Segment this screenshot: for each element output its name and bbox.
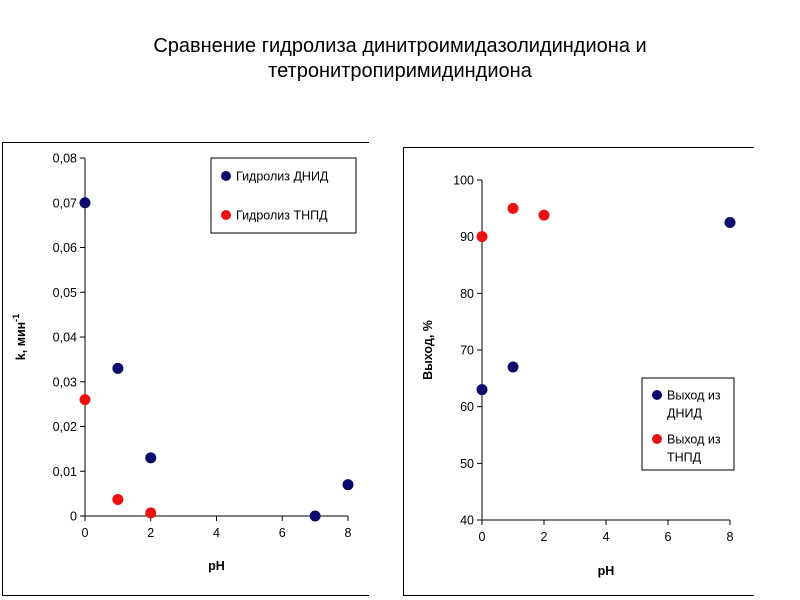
y-tick-label: 0,05 [53, 286, 77, 300]
legend-label-line: Выход из [667, 389, 721, 403]
x-tick-label: 4 [603, 530, 610, 544]
legend-box [210, 157, 357, 234]
y-tick-label: 100 [453, 174, 474, 188]
slide-title: Сравнение гидролиза динитроимидазолидинд… [100, 34, 700, 84]
y-axis-title-text: Выход, % [421, 320, 435, 380]
legend-marker-2 [652, 434, 662, 444]
data-point-series-1-3 [145, 452, 157, 464]
y-tick-label: 0,04 [53, 331, 77, 345]
y-tick-label: 0,01 [53, 465, 77, 479]
y-tick-label: 0,07 [53, 196, 77, 210]
y-axis-title-group: k, мин-1 [11, 314, 28, 360]
legend-marker-2 [221, 210, 231, 220]
y-axis-title-superscript: -1 [11, 314, 21, 322]
legend-label-2: Гидролиз ТНПД [236, 209, 328, 223]
y-tick-label: 50 [460, 457, 474, 471]
chart-panel-yield: 40 50 60 70 80 90 100 0 2 4 6 8 pH Выход, % Выход из ДН… [403, 147, 754, 596]
legend-label-1: Гидролиз ДНИД [236, 170, 329, 184]
x-tick-label: 8 [727, 530, 734, 544]
y-tick-label: 70 [460, 344, 474, 358]
x-tick-label: 0 [479, 530, 486, 544]
x-axis-title: pH [208, 559, 225, 573]
y-axis-title: Выход, % [421, 320, 435, 380]
data-point-series-2-3 [145, 507, 157, 519]
legend-marker-1 [652, 390, 662, 400]
data-point-series-2-2 [507, 202, 519, 214]
x-tick-label: 0 [82, 526, 89, 540]
legend-label-2: Выход из ТНПД [667, 433, 721, 465]
y-tick-label: 0,02 [53, 420, 77, 434]
yield-chart: 40 50 60 70 80 90 100 0 2 4 6 8 pH Выход, % Выход из ДН… [421, 174, 736, 578]
data-point-series-2-3 [538, 209, 550, 221]
x-tick-label: 2 [541, 530, 548, 544]
x-axis-title: pH [598, 564, 615, 578]
y-tick-label: 0,08 [53, 152, 77, 166]
slide-title-line-2: тетронитропиримидиндиона [268, 60, 532, 82]
hydrolysis-rate-chart: 0 0,01 0,02 0,03 0,04 0,05 0,06 0,07 0,08 0 2 4 6 8 pH… [11, 152, 357, 573]
slide-title-line-1: Сравнение гидролиза динитроимидазолидинд… [153, 35, 647, 57]
legend-label-line: ДНИД [667, 407, 702, 421]
y-tick-label: 90 [460, 230, 474, 244]
legend-label-1: Выход из ДНИД [667, 389, 721, 421]
x-tick-label: 4 [213, 526, 220, 540]
y-tick-label: 0,06 [53, 241, 77, 255]
data-point-series-1-1 [476, 384, 488, 396]
y-tick-label: 60 [460, 400, 474, 414]
x-tick-label: 6 [665, 530, 672, 544]
x-tick-label: 8 [345, 526, 352, 540]
legend-label-line: ТНПД [667, 451, 702, 465]
y-axis-title-text: k, мин [14, 322, 28, 360]
data-point-series-2-1 [476, 231, 488, 243]
x-tick-label: 2 [147, 526, 154, 540]
data-point-series-2-2 [112, 493, 124, 505]
data-point-series-1-4 [309, 510, 321, 522]
data-point-series-1-3 [724, 217, 736, 228]
y-tick-label: 80 [460, 287, 474, 301]
y-tick-label: 0,03 [53, 375, 77, 389]
y-tick-label: 0 [70, 510, 77, 524]
y-tick-label: 40 [460, 514, 474, 528]
data-point-series-1-2 [507, 361, 519, 373]
data-point-series-1-5 [342, 479, 354, 491]
data-point-series-1-2 [112, 362, 124, 374]
legend-label-line: Выход из [667, 433, 721, 447]
data-point-series-2-1 [79, 394, 91, 406]
legend-marker-1 [221, 171, 231, 181]
y-axis-title-group: Выход, % [421, 320, 435, 380]
data-point-series-1-1 [79, 197, 91, 209]
x-tick-label: 6 [279, 526, 286, 540]
y-axis-title: k, мин-1 [11, 314, 28, 360]
chart-panel-hydrolysis-rate: 0 0,01 0,02 0,03 0,04 0,05 0,06 0,07 0,08 0 2 4 6 8 pH… [2, 142, 369, 596]
